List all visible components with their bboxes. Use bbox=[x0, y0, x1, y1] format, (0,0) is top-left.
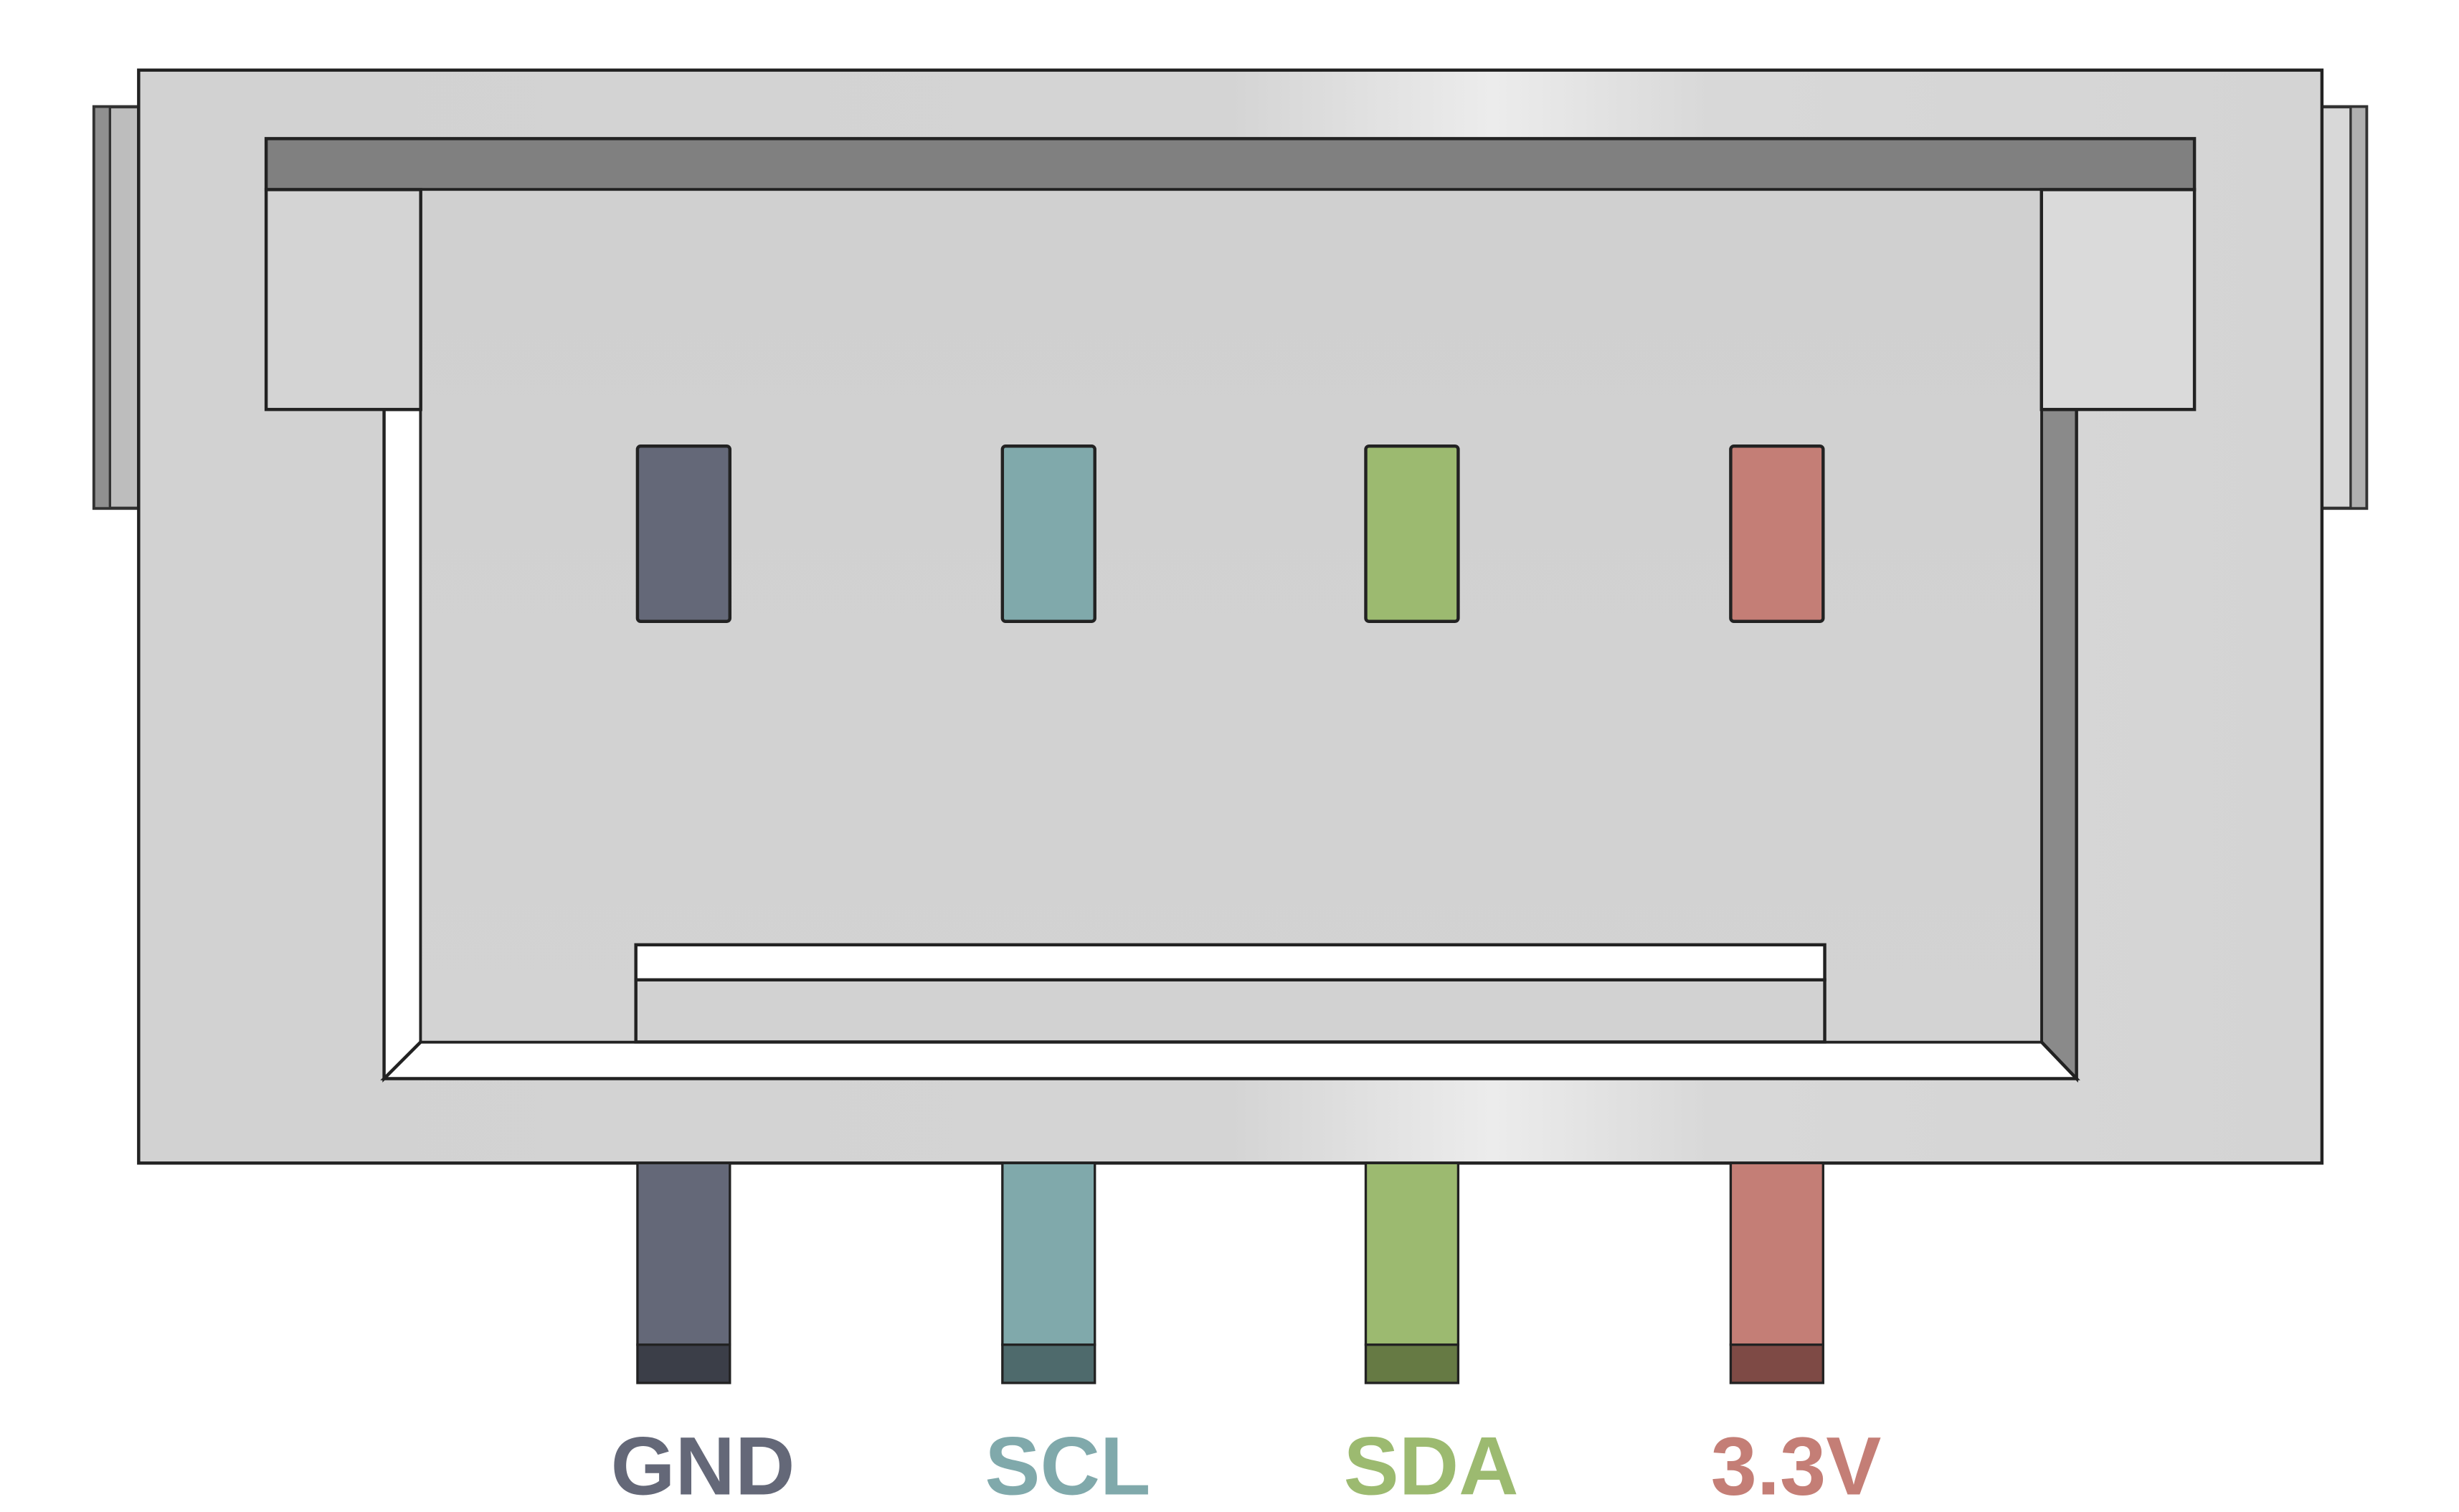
contact-sda bbox=[1364, 444, 1460, 623]
pin-tip-33v bbox=[1729, 1343, 1824, 1384]
pin-label-sda: SDA bbox=[1344, 1420, 1519, 1512]
pin-label-scl: SCL bbox=[985, 1420, 1150, 1512]
left-side-tab bbox=[92, 105, 141, 510]
pin-leg-33v bbox=[1729, 1161, 1824, 1346]
pin-leg-scl bbox=[1001, 1161, 1096, 1346]
pin-leg-sda bbox=[1364, 1161, 1460, 1346]
contact-33v bbox=[1729, 444, 1825, 623]
contact-windows bbox=[635, 444, 1825, 623]
pin-label-gnd: GND bbox=[611, 1420, 795, 1512]
pin-tip-sda bbox=[1364, 1343, 1460, 1384]
pin-labels: GND SCL SDA 3.3V bbox=[611, 1420, 1882, 1512]
contact-gnd bbox=[635, 444, 732, 623]
right-side-tab bbox=[2318, 105, 2369, 510]
pin-tip-gnd bbox=[636, 1343, 731, 1384]
pin-leg-gnd bbox=[636, 1161, 731, 1346]
pins bbox=[636, 1161, 1824, 1384]
pin-label-33v: 3.3V bbox=[1711, 1420, 1882, 1512]
contact-scl bbox=[1000, 444, 1096, 623]
key-ridge bbox=[634, 943, 1827, 1044]
top-latch-slot bbox=[264, 137, 2197, 191]
pin-tip-scl bbox=[1001, 1343, 1096, 1384]
